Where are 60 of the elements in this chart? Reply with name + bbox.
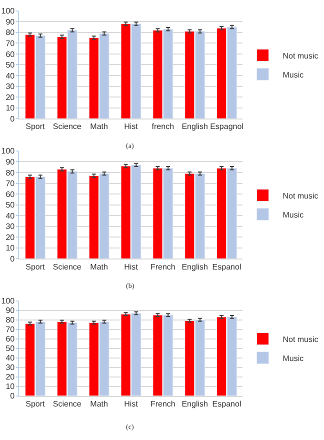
- y-tick-label: 90: [6, 158, 16, 166]
- y-tick-label: 90: [6, 306, 16, 316]
- x-tick-label: Sport: [26, 262, 46, 272]
- x-tick-label: Hist: [124, 122, 139, 132]
- text: Not music: [282, 191, 318, 200]
- y-tick-label: 70: [6, 38, 16, 48]
- x-tick-label: English: [182, 399, 208, 408]
- y-tick-label: 50: [6, 344, 16, 354]
- x-tick-label: English: [182, 262, 208, 272]
- y-tick-label: 10: [6, 104, 16, 113]
- x-tick-label: Science: [52, 122, 82, 132]
- x-tick-label: Hist: [124, 399, 139, 408]
- y-tick-label: 50: [6, 200, 16, 210]
- text: Music: [282, 210, 304, 220]
- y-tick-label: 30: [6, 363, 16, 372]
- x-tick-label: Science: [52, 399, 82, 408]
- x-tick-label: Sport: [26, 399, 46, 408]
- x-tick-label: Espagnol: [210, 122, 244, 132]
- y-tick-label: 100: [1, 6, 16, 16]
- legend-label: Not music: [282, 334, 318, 344]
- x-tick-label: Math: [90, 122, 108, 132]
- y-tick-label: 90: [6, 17, 16, 26]
- x-tick-label: Hist: [124, 262, 139, 272]
- y-tick-label: 70: [6, 179, 16, 188]
- y-tick-label: 100: [1, 296, 16, 306]
- y-tick-label: 0: [10, 392, 16, 401]
- y-tick-label: 80: [6, 28, 16, 38]
- x-tick-label: french: [152, 122, 174, 132]
- y-tick-label: 100: [1, 146, 16, 156]
- x-tick-label: Sport: [26, 122, 46, 132]
- y-tick-label: 60: [6, 190, 16, 199]
- y-tick-label: 40: [6, 71, 16, 80]
- y-tick-label: 10: [6, 244, 16, 253]
- y-tick-label: 20: [6, 372, 16, 382]
- x-tick-label: Science: [52, 262, 82, 272]
- y-tick-label: 60: [6, 334, 16, 344]
- y-tick-label: 30: [6, 222, 16, 232]
- y-tick-label: 40: [6, 354, 16, 363]
- legend-label: Music: [282, 354, 304, 363]
- y-tick-label: 30: [6, 82, 16, 92]
- x-tick-label: Math: [90, 262, 108, 272]
- x-tick-label: French: [150, 262, 176, 272]
- y-tick-label: 0: [10, 114, 16, 124]
- y-tick-label: 0: [10, 254, 16, 264]
- x-tick-label: Math: [90, 399, 108, 408]
- y-tick-label: 20: [6, 232, 16, 242]
- x-tick-label: Espanol: [212, 399, 242, 408]
- x-tick-label: French: [150, 399, 176, 408]
- x-tick-label: English: [182, 122, 208, 132]
- y-tick-label: 60: [6, 50, 16, 59]
- legend-label: Music: [282, 70, 304, 80]
- legend-label: Not music: [282, 51, 318, 60]
- y-tick-label: 80: [6, 316, 16, 325]
- y-tick-label: 10: [6, 382, 16, 392]
- y-tick-label: 40: [6, 211, 16, 220]
- y-tick-label: 80: [6, 168, 16, 178]
- y-tick-label: 20: [6, 92, 16, 102]
- y-tick-label: 70: [6, 325, 16, 334]
- y-tick-label: 50: [6, 60, 16, 70]
- x-tick-label: Espanol: [212, 262, 242, 272]
